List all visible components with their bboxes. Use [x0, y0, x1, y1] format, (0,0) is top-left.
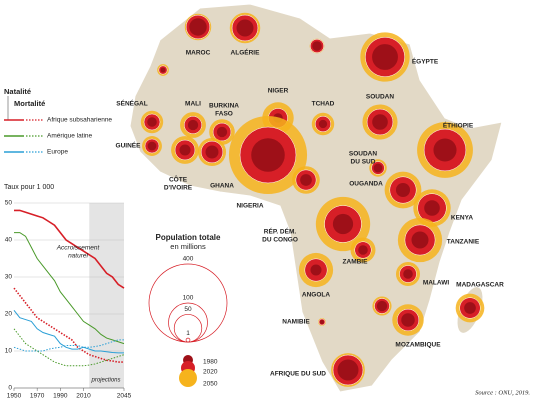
country-label: SOUDAN: [366, 94, 394, 101]
legend-label: Europe: [47, 149, 68, 156]
country-label: ÉTHIOPIE: [443, 121, 474, 130]
bubble-1980: [147, 117, 157, 127]
year-legend-label: 1980: [203, 359, 218, 366]
bubble-1980: [424, 200, 440, 216]
bubble-1980: [318, 119, 328, 129]
bubble-1980: [464, 302, 476, 314]
projection-label: projections: [90, 378, 120, 384]
bubble-1980: [401, 313, 415, 327]
country-label: ÉGYPTE: [412, 57, 439, 66]
country-label: TANZANIE: [447, 239, 480, 246]
country-label: ALGÉRIE: [231, 48, 261, 57]
country-label: ANGOLA: [302, 292, 330, 299]
y-tick-label: 50: [5, 200, 13, 207]
source: Source : ONU, 2019.: [475, 389, 530, 396]
bubble-1980: [147, 141, 157, 151]
bubble-1980: [320, 320, 324, 324]
year-legend-label: 2020: [203, 369, 218, 376]
bubble-1980: [403, 269, 413, 279]
x-tick-label: 1990: [53, 393, 68, 400]
bubble-1980: [236, 19, 254, 37]
country-label: OUGANDA: [349, 181, 383, 188]
annotation: naturel: [68, 253, 88, 260]
bubble-1980: [179, 144, 191, 156]
year-legend-label: 2050: [203, 381, 218, 388]
country-label: SÉNÉGAL: [116, 99, 147, 108]
y-tick-label: 10: [5, 348, 13, 355]
country-label: MOZAMBIQUE: [395, 342, 441, 349]
bubble-1980: [216, 126, 228, 138]
country-label: DU CONGO: [262, 237, 298, 244]
country-label: MADAGASCAR: [456, 282, 504, 289]
rate-line: [14, 209, 125, 289]
y-tick-label: 0: [8, 385, 12, 392]
legend-label: Afrique subsaharienne: [47, 117, 112, 124]
bubble-1980: [411, 231, 429, 249]
size-legend-label: 1: [186, 330, 190, 337]
y-tick-label: 30: [5, 274, 13, 281]
country-label: GHANA: [210, 183, 234, 190]
country-label: DU SUD: [351, 159, 376, 166]
bubble-1980: [205, 145, 219, 159]
country-label: AFRIQUE DU SUD: [270, 371, 326, 378]
bubble-1980: [337, 359, 359, 381]
country-label: MALAWI: [423, 280, 450, 287]
bubble-1980: [332, 213, 354, 235]
size-legend-title: Population totale: [156, 233, 221, 242]
country-label: TCHAD: [312, 101, 335, 108]
x-tick-label: 2045: [117, 393, 132, 400]
bubble-1980: [433, 138, 457, 162]
bubble-1980: [372, 44, 398, 70]
rate-line: [13, 287, 124, 363]
year-legend-circle: [179, 369, 197, 387]
country-label: KENYA: [451, 215, 473, 222]
legend-label: Amérique latine: [47, 133, 93, 140]
bubble-1980: [312, 41, 322, 51]
rate-line: [13, 328, 125, 367]
size-legend-label: 400: [183, 256, 194, 263]
country-label: MAROC: [186, 50, 211, 57]
country-label: CÔTE: [169, 175, 188, 184]
bubble-1980: [376, 300, 388, 312]
rate-line: [13, 309, 124, 354]
x-tick-label: 2010: [76, 393, 91, 400]
bubble-1980: [372, 114, 388, 130]
y-tick-label: 40: [5, 237, 13, 244]
legend-header: Mortalité: [14, 99, 45, 108]
size-legend-circle: [185, 337, 191, 343]
bubble-1980: [189, 18, 207, 36]
x-tick-label: 1970: [30, 393, 45, 400]
country-label: FASO: [215, 111, 233, 118]
rate-line: [14, 232, 125, 345]
bubble-1980: [373, 163, 383, 173]
country-label: D'IVOIRE: [164, 185, 193, 192]
size-legend-subtitle: en millions: [170, 242, 206, 251]
country-label: MALI: [185, 101, 201, 108]
country-label: NIGER: [268, 88, 289, 95]
legend-header: Natalité: [4, 87, 31, 96]
bubble-1980: [300, 174, 312, 186]
bubble-1980: [358, 245, 368, 255]
bubble-1980: [310, 264, 322, 276]
bubble-1980: [251, 138, 285, 172]
country-label: ZAMBIE: [343, 259, 369, 266]
y-tick-label: 20: [5, 311, 13, 318]
y-axis-label: Taux pour 1 000: [4, 184, 54, 191]
size-legend-label: 50: [184, 306, 192, 313]
rate-line: [13, 339, 124, 352]
country-label: RÉP. DÉM.: [264, 227, 297, 236]
annotation: Accroissement: [56, 245, 101, 252]
country-label: GUINÉE: [116, 141, 142, 150]
country-label: NAMIBIE: [282, 319, 310, 326]
country-label: SOUDAN: [349, 151, 377, 158]
x-tick-label: 1950: [7, 393, 22, 400]
bubble-1980: [187, 119, 199, 131]
country-label: BURKINA: [209, 103, 239, 110]
bubble-1980: [160, 67, 166, 73]
country-label: NIGERIA: [236, 203, 263, 210]
bubble-1980: [395, 182, 411, 198]
size-legend-label: 100: [183, 295, 194, 302]
